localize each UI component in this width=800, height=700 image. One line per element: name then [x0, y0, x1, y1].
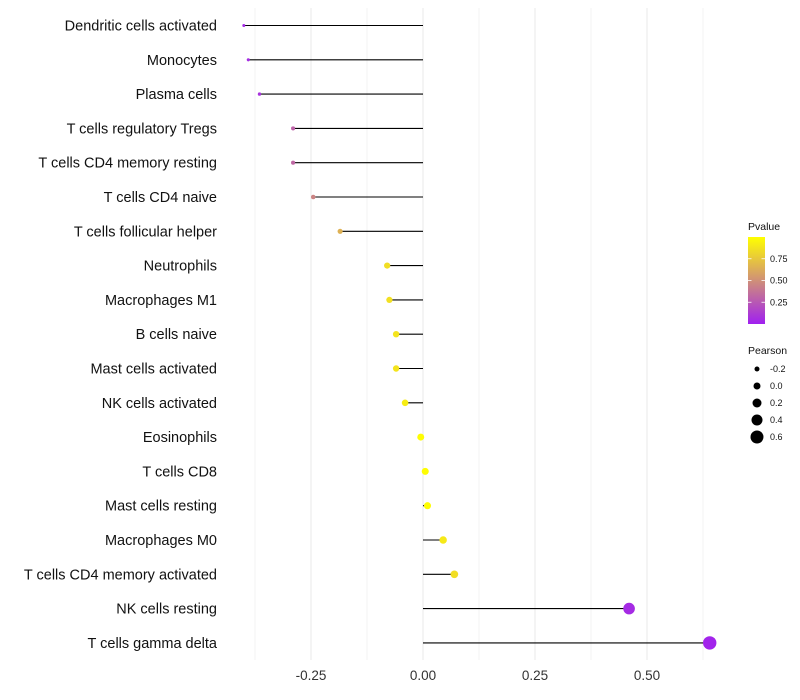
pearson-legend-dot	[750, 430, 764, 444]
pvalue-legend: Pvalue 0.25 0.50 0.75	[748, 221, 788, 324]
category-label: T cells CD4 memory resting	[38, 156, 217, 172]
pvalue-tick-label: 0.25	[770, 297, 788, 307]
lollipop-point	[423, 502, 432, 510]
pearson-legend-title: Pearson	[748, 345, 787, 357]
category-label: Plasma cells	[136, 87, 217, 103]
category-label: T cells regulatory Tregs	[67, 121, 217, 137]
category-label: Macrophages M1	[105, 293, 217, 309]
pvalue-legend-title: Pvalue	[748, 221, 780, 233]
points-layer	[242, 24, 717, 650]
pearson-legend: Pearson -0.2 0.0 0.2 0.4 0.6	[748, 345, 787, 444]
lollipop-point	[703, 636, 717, 650]
category-label: T cells gamma delta	[88, 636, 218, 652]
x-tick-label: -0.25	[296, 668, 327, 683]
lollipop-point	[291, 126, 296, 131]
pearson-legend-label: -0.2	[770, 364, 786, 374]
pearson-legend-label: 0.0	[770, 381, 783, 391]
pearson-legend-dot	[754, 366, 760, 372]
lollipop-point	[384, 262, 391, 269]
lollipop-point	[417, 433, 425, 441]
pearson-legend-dot	[751, 414, 763, 426]
lollipop-point	[337, 228, 343, 234]
category-label: NK cells resting	[116, 602, 217, 618]
lollipop-point	[439, 536, 447, 544]
category-label: T cells follicular helper	[74, 224, 217, 240]
pvalue-tick-label: 0.50	[770, 276, 788, 286]
category-label: T cells CD4 memory activated	[24, 567, 217, 583]
lollipop-point	[450, 570, 459, 579]
lollipop-point	[257, 92, 262, 96]
pearson-legend-dot	[753, 382, 761, 390]
category-label: Eosinophils	[143, 430, 217, 446]
category-labels: Dendritic cells activated Monocytes Plasma…	[24, 19, 218, 652]
x-tick-label: 0.00	[410, 668, 436, 683]
pearson-legend-dot	[752, 398, 762, 408]
pearson-legend-label: 0.4	[770, 415, 783, 425]
category-label: Mast cells resting	[105, 499, 217, 515]
category-label: T cells CD4 naive	[104, 190, 217, 206]
pearson-legend-items: -0.2 0.0 0.2 0.4 0.6	[750, 364, 786, 444]
category-label: T cells CD8	[142, 464, 217, 480]
grid-layer	[254, 8, 704, 660]
pvalue-legend-ticks: 0.25 0.50 0.75	[748, 254, 788, 307]
lollipop-point	[291, 160, 296, 165]
lollipop-point	[246, 58, 250, 62]
lollipop-point	[401, 399, 409, 407]
pvalue-tick-label: 0.75	[770, 254, 788, 264]
category-label: B cells naive	[136, 327, 217, 343]
category-label: Mast cells activated	[90, 362, 217, 378]
lollipop-point	[623, 602, 635, 615]
lollipop-point	[310, 194, 316, 200]
pearson-legend-label: 0.6	[770, 432, 783, 442]
category-label: Neutrophils	[144, 259, 217, 275]
pvalue-colorbar	[748, 237, 765, 324]
x-tick-label: 0.50	[634, 668, 660, 683]
category-label: Monocytes	[147, 53, 217, 69]
lollipop-point	[386, 296, 393, 304]
pearson-legend-label: 0.2	[770, 398, 783, 408]
lollipop-point	[392, 331, 400, 338]
lollipop-point	[421, 467, 429, 475]
category-label: NK cells activated	[102, 396, 217, 412]
lollipop-point	[392, 365, 400, 372]
x-axis-ticks: -0.25 0.00 0.25 0.50	[296, 668, 661, 683]
category-label: Dendritic cells activated	[65, 19, 217, 35]
x-tick-label: 0.25	[522, 668, 548, 683]
category-label: Macrophages M0	[105, 533, 217, 549]
lollipop-point	[242, 24, 246, 27]
stems-layer	[243, 24, 710, 644]
